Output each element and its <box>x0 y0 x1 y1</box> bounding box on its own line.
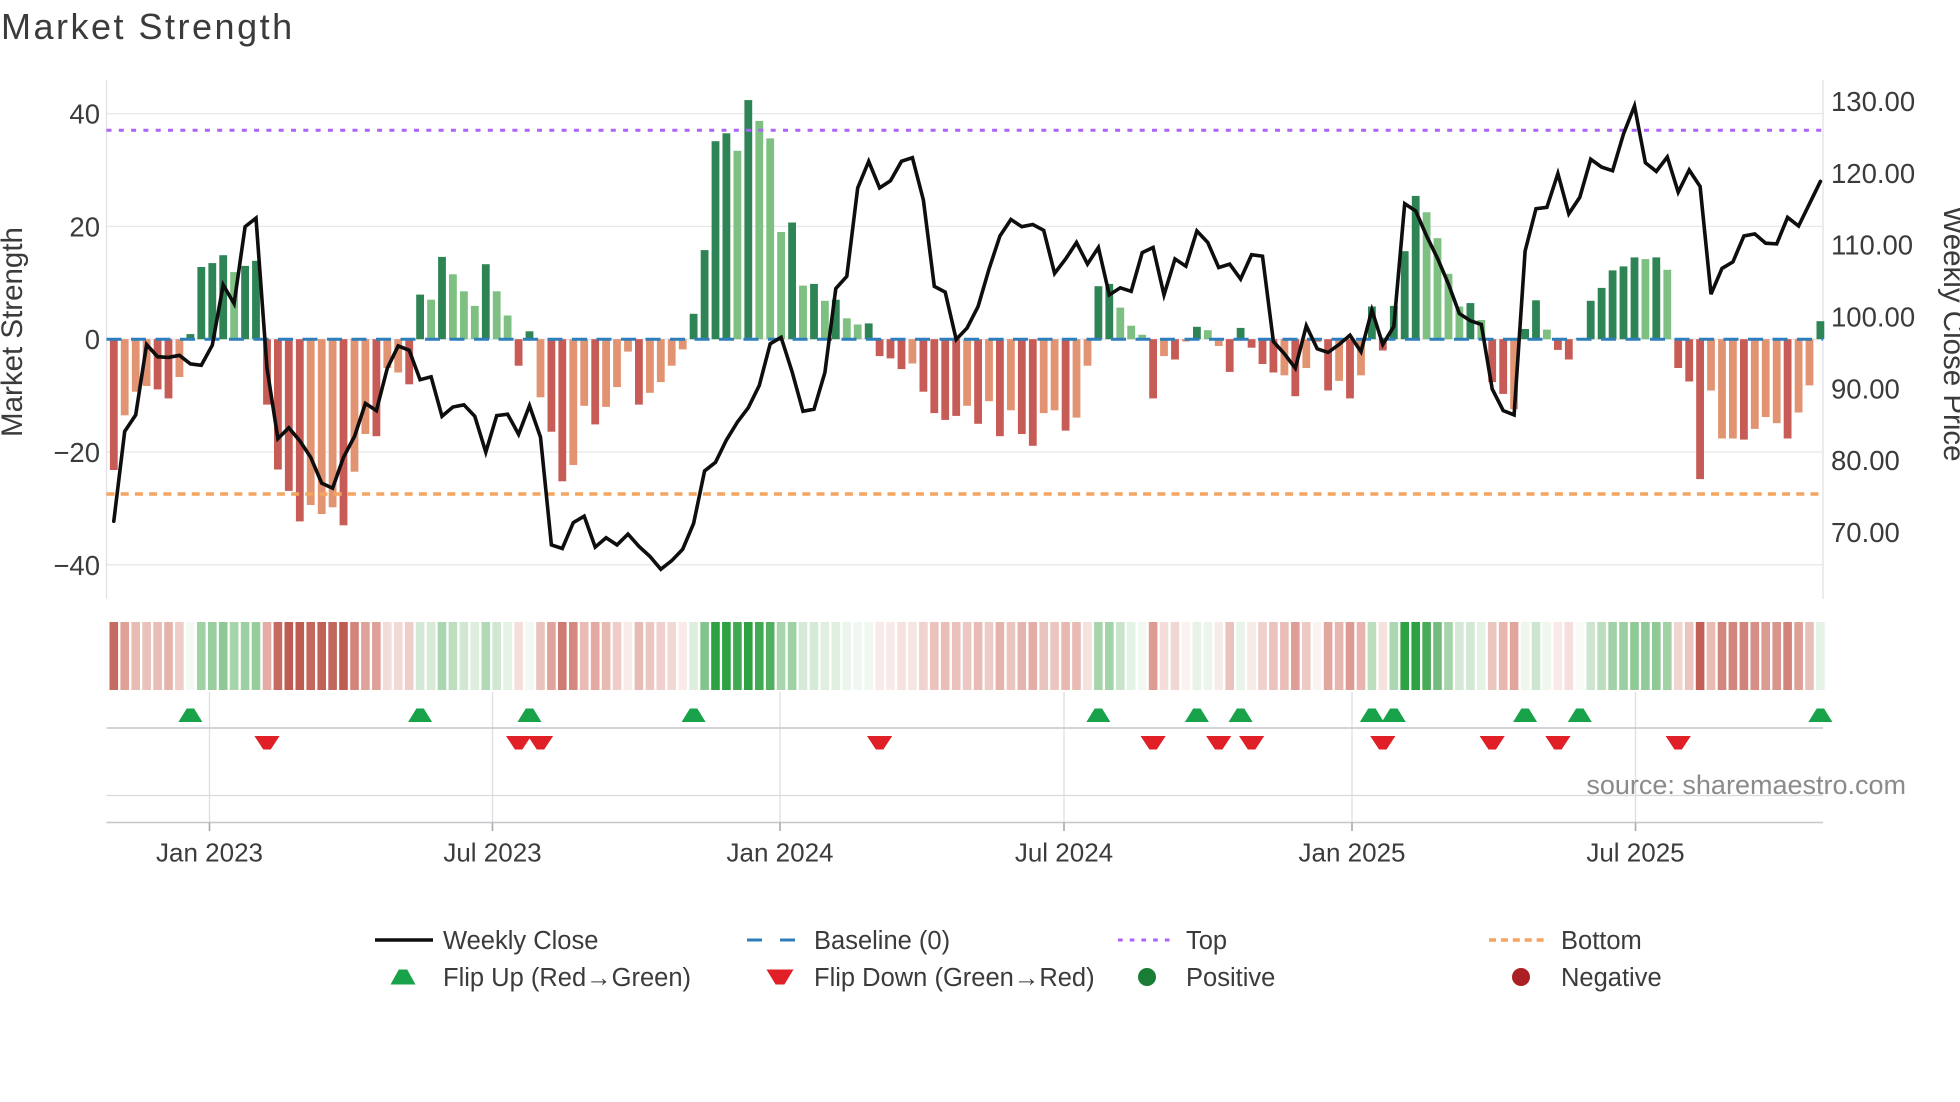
svg-text:20: 20 <box>69 211 100 242</box>
svg-text:Weekly Close: Weekly Close <box>443 927 598 955</box>
svg-text:0: 0 <box>85 324 100 355</box>
svg-text:Market Strength: Market Strength <box>1 6 295 47</box>
svg-text:100.00: 100.00 <box>1831 302 1915 333</box>
svg-text:Flip Down (Green→Red): Flip Down (Green→Red) <box>814 964 1095 992</box>
svg-text:80.00: 80.00 <box>1831 445 1900 476</box>
svg-text:Jan 2023: Jan 2023 <box>156 838 263 868</box>
svg-text:Jan 2024: Jan 2024 <box>727 838 834 868</box>
svg-text:130.00: 130.00 <box>1831 86 1915 117</box>
svg-text:Flip Up (Red→Green): Flip Up (Red→Green) <box>443 964 691 992</box>
svg-text:Top: Top <box>1186 927 1227 955</box>
svg-text:Jul 2025: Jul 2025 <box>1586 838 1684 868</box>
svg-text:120.00: 120.00 <box>1831 158 1915 189</box>
svg-text:−40: −40 <box>53 550 100 581</box>
svg-text:Market Strength: Market Strength <box>0 227 29 437</box>
svg-text:Jul 2024: Jul 2024 <box>1015 838 1113 868</box>
svg-text:Jul 2023: Jul 2023 <box>443 838 541 868</box>
svg-text:Bottom: Bottom <box>1561 927 1642 955</box>
svg-text:90.00: 90.00 <box>1831 373 1900 404</box>
svg-text:Baseline (0): Baseline (0) <box>814 927 950 955</box>
svg-text:Negative: Negative <box>1561 964 1662 992</box>
svg-text:Jan 2025: Jan 2025 <box>1299 838 1406 868</box>
svg-text:source: sharemaestro.com: source: sharemaestro.com <box>1586 770 1906 800</box>
svg-text:Weekly Close Price: Weekly Close Price <box>1937 206 1960 461</box>
svg-text:−20: −20 <box>53 437 100 468</box>
svg-text:70.00: 70.00 <box>1831 517 1900 548</box>
svg-text:40: 40 <box>69 99 100 130</box>
svg-text:110.00: 110.00 <box>1831 230 1913 261</box>
svg-text:Positive: Positive <box>1186 964 1275 992</box>
